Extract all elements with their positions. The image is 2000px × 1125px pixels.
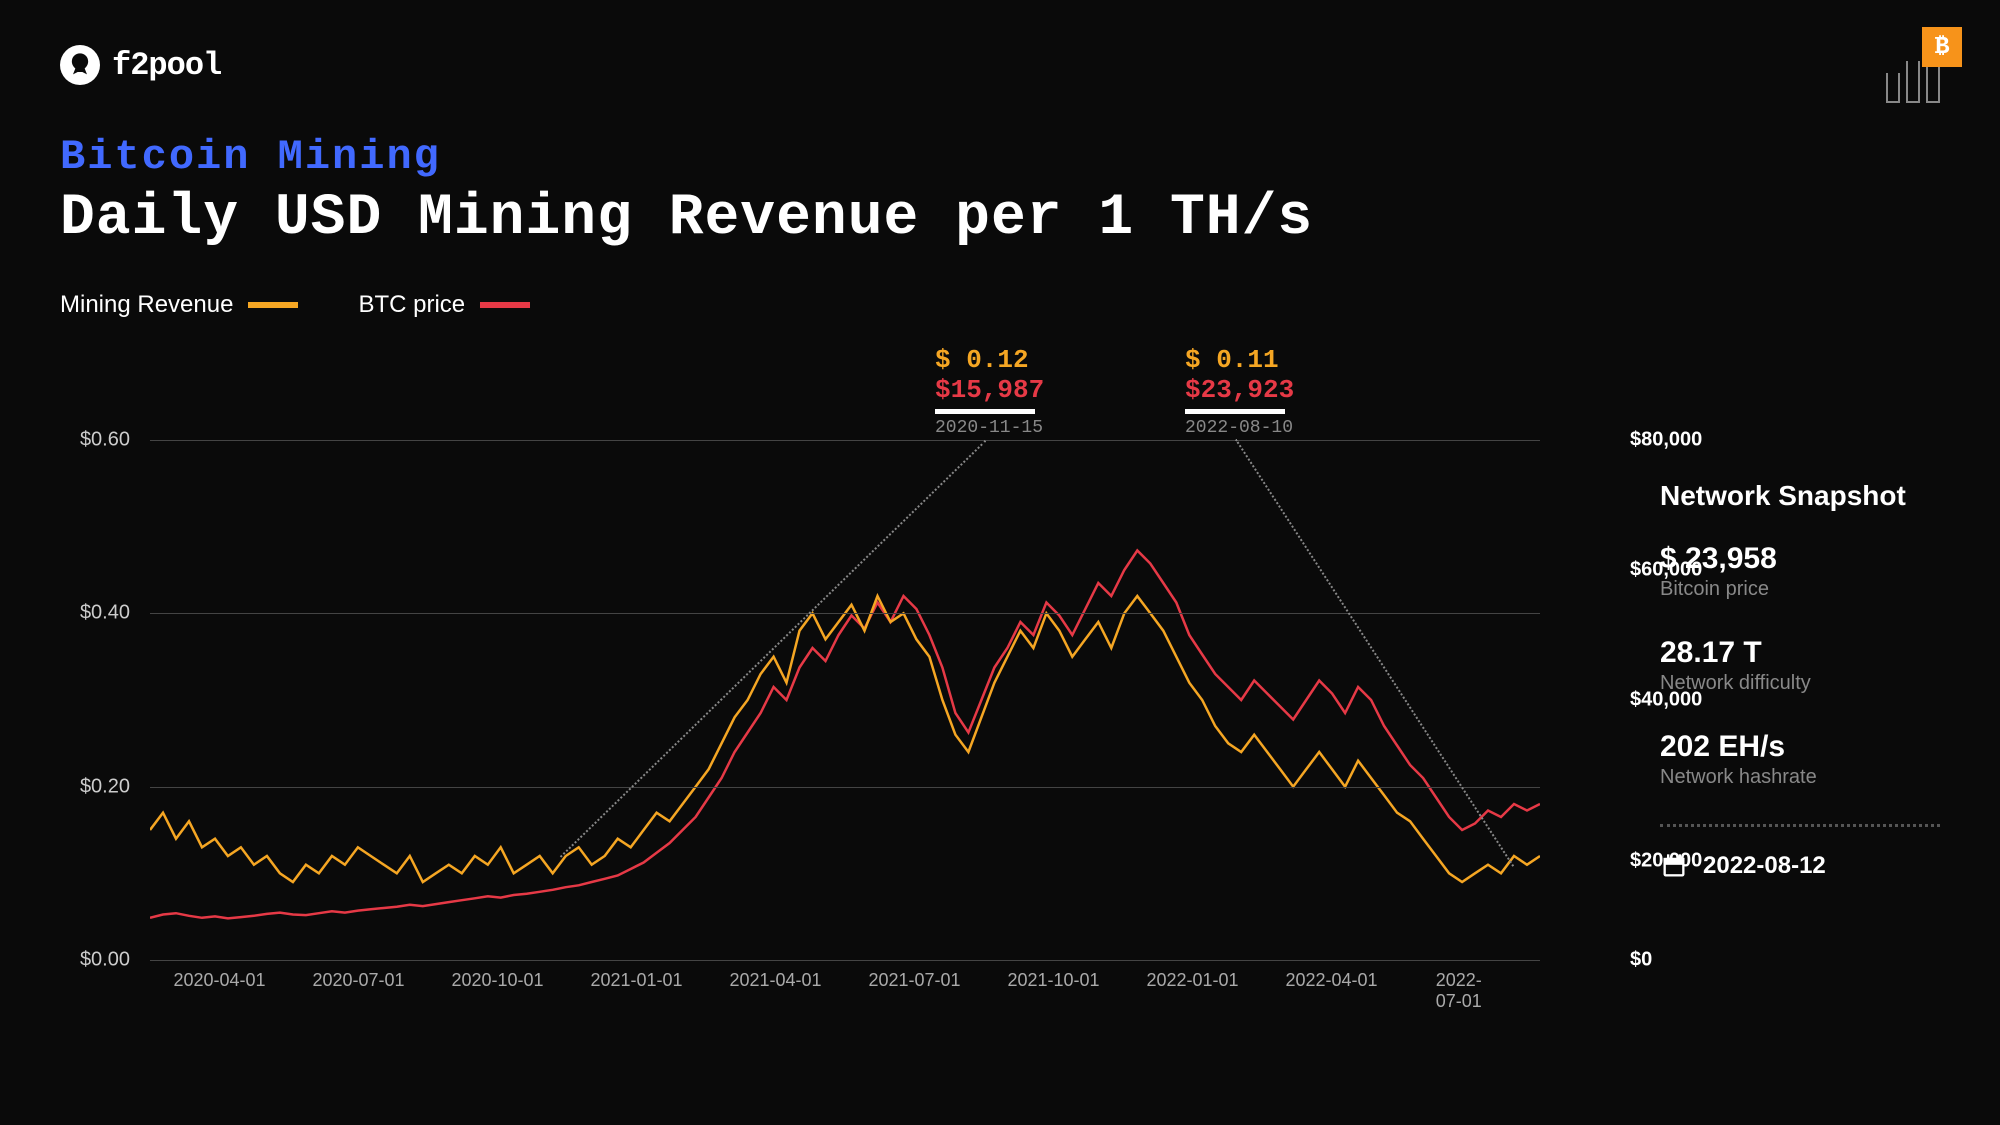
series-line (150, 596, 1540, 882)
chart-lines (150, 440, 1540, 960)
main-title: Daily USD Mining Revenue per 1 TH/s (60, 186, 1940, 251)
x-tick: 2022-01-01 (1146, 970, 1238, 991)
snapshot-date-text: 2022-08-12 (1703, 852, 1826, 880)
bitcoin-badge-icon: ₿ (1922, 27, 1962, 67)
stat-label: Bitcoin price (1660, 578, 1940, 601)
x-tick: 2022-04-01 (1285, 970, 1377, 991)
y-left-tick: $0.40 (80, 602, 130, 625)
legend-price-label: BTC price (358, 291, 465, 319)
x-tick: 2021-10-01 (1007, 970, 1099, 991)
stat-value: 28.17 T (1660, 636, 1940, 670)
y-left-tick: $0.60 (80, 429, 130, 452)
x-tick: 2020-04-01 (173, 970, 265, 991)
callout-underline (1185, 409, 1285, 414)
subtitle: Bitcoin Mining (60, 133, 1940, 181)
snapshot-title: Network Snapshot (1660, 480, 1940, 512)
callout-date: 2020-11-15 (935, 418, 1044, 438)
stat-value: 202 EH/s (1660, 730, 1940, 764)
title-block: Bitcoin Mining Daily USD Mining Revenue … (0, 103, 2000, 251)
network-snapshot: Network Snapshot $ 23,958Bitcoin price 28… (1660, 480, 1940, 880)
legend-price-swatch (480, 302, 530, 308)
legend-revenue-label: Mining Revenue (60, 291, 233, 319)
snapshot-date: 2022-08-12 (1660, 852, 1940, 880)
divider (1660, 824, 1940, 827)
x-tick: 2021-07-01 (868, 970, 960, 991)
x-tick: 2020-10-01 (451, 970, 543, 991)
stat-label: Network hashrate (1660, 766, 1940, 789)
stat: 28.17 TNetwork difficulty (1660, 636, 1940, 695)
callout: $ 0.12$15,987 2020-11-15 (935, 345, 1044, 438)
stat-value: $ 23,958 (1660, 542, 1940, 576)
gridline (150, 440, 1540, 441)
legend-revenue: Mining Revenue (60, 291, 298, 319)
x-tick: 2021-01-01 (590, 970, 682, 991)
chart-icon: ₿ (1886, 45, 1940, 103)
x-tick: 2022-07-01 (1436, 970, 1506, 1012)
callout-underline (935, 409, 1035, 414)
callout-revenue: $ 0.11 (1185, 345, 1294, 375)
calendar-icon (1660, 852, 1688, 880)
gridline (150, 960, 1540, 961)
stat: 202 EH/sNetwork hashrate (1660, 730, 1940, 789)
fish-icon (66, 51, 94, 79)
stat-label: Network difficulty (1660, 672, 1940, 695)
y-right-tick: $80,000 (1630, 429, 1702, 452)
callout-price: $23,923 (1185, 375, 1294, 405)
gridline (150, 787, 1540, 788)
callout-revenue: $ 0.12 (935, 345, 1044, 375)
y-right-tick: $0 (1630, 949, 1652, 972)
series-line (150, 551, 1540, 919)
x-axis: 2020-04-01 2020-07-01 2020-10-01 2021-01-01… (150, 970, 1540, 1000)
snapshot-stats: $ 23,958Bitcoin price 28.17 TNetwork diff… (1660, 542, 1940, 789)
legend-price: BTC price (358, 291, 530, 319)
logo-icon (60, 45, 100, 85)
plot-area (150, 440, 1540, 960)
stat: $ 23,958Bitcoin price (1660, 542, 1940, 601)
y-axis-left: $0.00$0.20$0.40$0.60 (60, 440, 140, 1000)
logo-text: f2pool (112, 47, 221, 84)
x-tick: 2021-04-01 (729, 970, 821, 991)
logo: f2pool (60, 45, 221, 85)
x-tick: 2020-07-01 (312, 970, 404, 991)
callout-date: 2022-08-10 (1185, 418, 1294, 438)
y-left-tick: $0.00 (80, 949, 130, 972)
chart: $0.00$0.20$0.40$0.60 $0$20,000$40,000$60… (60, 440, 1540, 1000)
legend-revenue-swatch (248, 302, 298, 308)
header: f2pool ₿ (0, 0, 2000, 103)
legend: Mining Revenue BTC price (0, 251, 2000, 319)
y-left-tick: $0.20 (80, 775, 130, 798)
callout: $ 0.11$23,923 2022-08-10 (1185, 345, 1294, 438)
callout-price: $15,987 (935, 375, 1044, 405)
gridline (150, 613, 1540, 614)
